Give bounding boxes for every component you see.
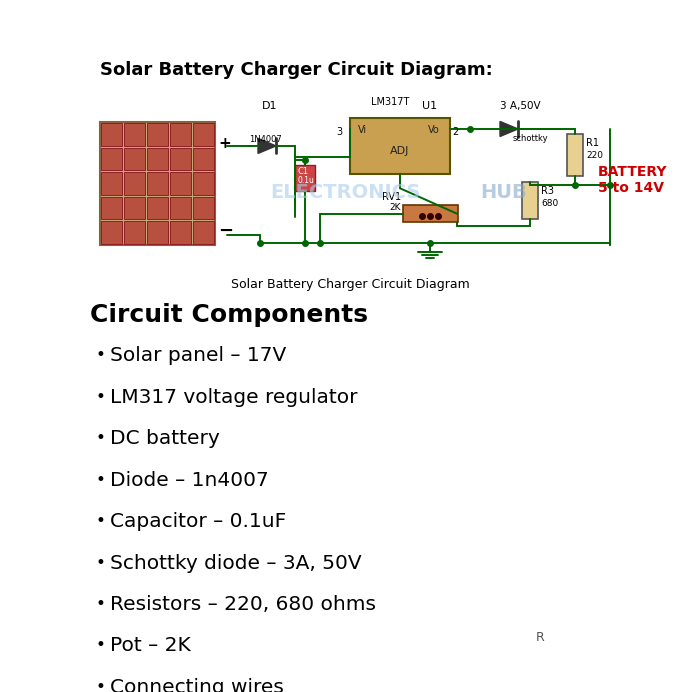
Text: •: •: [95, 595, 105, 613]
Bar: [170, 123, 191, 146]
Bar: [193, 123, 214, 146]
Bar: [101, 148, 122, 170]
Text: Capacitor – 0.1uF: Capacitor – 0.1uF: [110, 512, 286, 531]
Text: ADJ: ADJ: [391, 145, 409, 156]
Text: •: •: [95, 429, 105, 447]
Text: Connecting wires: Connecting wires: [110, 677, 284, 692]
Text: R: R: [536, 630, 545, 644]
Text: •: •: [95, 677, 105, 692]
Text: R1: R1: [586, 138, 599, 148]
Text: •: •: [95, 471, 105, 489]
Bar: [567, 134, 583, 176]
Text: •: •: [95, 637, 105, 655]
Polygon shape: [500, 121, 518, 136]
Bar: [147, 197, 168, 219]
Bar: [295, 165, 315, 191]
Bar: [100, 122, 215, 245]
Bar: [193, 148, 214, 170]
Text: D1: D1: [262, 101, 278, 111]
Text: 220: 220: [586, 151, 603, 160]
Text: 0.1u: 0.1u: [297, 176, 314, 185]
Text: ELECTRONICS: ELECTRONICS: [270, 183, 421, 203]
Bar: [101, 123, 122, 146]
Text: BATTERY: BATTERY: [598, 165, 668, 179]
Bar: [170, 221, 191, 244]
Bar: [193, 221, 214, 244]
Bar: [147, 148, 168, 170]
Text: RV1: RV1: [382, 192, 401, 202]
Bar: [350, 118, 450, 174]
Bar: [124, 197, 145, 219]
Bar: [403, 206, 458, 222]
Text: Schottky diode – 3A, 50V: Schottky diode – 3A, 50V: [110, 554, 362, 572]
Text: Solar Battery Charger Circuit Diagram:: Solar Battery Charger Circuit Diagram:: [100, 61, 493, 79]
Text: Solar panel – 17V: Solar panel – 17V: [110, 347, 286, 365]
Text: HUB: HUB: [480, 183, 526, 203]
Bar: [124, 221, 145, 244]
Text: •: •: [95, 347, 105, 365]
Text: LM317 voltage regulator: LM317 voltage regulator: [110, 388, 358, 407]
Bar: [124, 148, 145, 170]
Text: C1: C1: [297, 167, 308, 176]
Text: •: •: [95, 554, 105, 572]
Bar: [101, 197, 122, 219]
Text: Vo: Vo: [428, 125, 440, 135]
Text: Resistors – 220, 680 ohms: Resistors – 220, 680 ohms: [110, 595, 376, 614]
Text: Diode – 1n4007: Diode – 1n4007: [110, 471, 269, 490]
Text: 3: 3: [336, 127, 342, 137]
Text: −: −: [218, 221, 233, 239]
Bar: [170, 148, 191, 170]
Bar: [147, 172, 168, 195]
Bar: [101, 172, 122, 195]
Bar: [101, 221, 122, 244]
Polygon shape: [258, 138, 276, 154]
Text: Vi: Vi: [358, 125, 367, 135]
Text: 2K: 2K: [389, 203, 401, 212]
Text: 2: 2: [452, 127, 458, 137]
Text: Pot – 2K: Pot – 2K: [110, 637, 190, 655]
Text: 1N4007: 1N4007: [248, 135, 281, 144]
Bar: [193, 197, 214, 219]
Text: 3 A,50V: 3 A,50V: [500, 101, 540, 111]
Text: U1: U1: [422, 101, 438, 111]
Text: Circuit Components: Circuit Components: [90, 303, 368, 327]
Text: DC battery: DC battery: [110, 429, 220, 448]
Text: 680: 680: [541, 199, 559, 208]
Text: LM317T: LM317T: [371, 97, 409, 107]
Text: schottky: schottky: [512, 134, 548, 143]
Bar: [193, 172, 214, 195]
Text: +: +: [218, 136, 231, 151]
Bar: [147, 123, 168, 146]
Text: •: •: [95, 512, 105, 530]
Bar: [124, 123, 145, 146]
Text: 5 to 14V: 5 to 14V: [598, 181, 664, 194]
Bar: [147, 221, 168, 244]
Text: Solar Battery Charger Circuit Diagram: Solar Battery Charger Circuit Diagram: [230, 277, 470, 291]
Bar: [170, 197, 191, 219]
Bar: [170, 172, 191, 195]
Bar: [124, 172, 145, 195]
Text: •: •: [95, 388, 105, 406]
Text: R3: R3: [541, 186, 554, 197]
Bar: [522, 182, 538, 219]
